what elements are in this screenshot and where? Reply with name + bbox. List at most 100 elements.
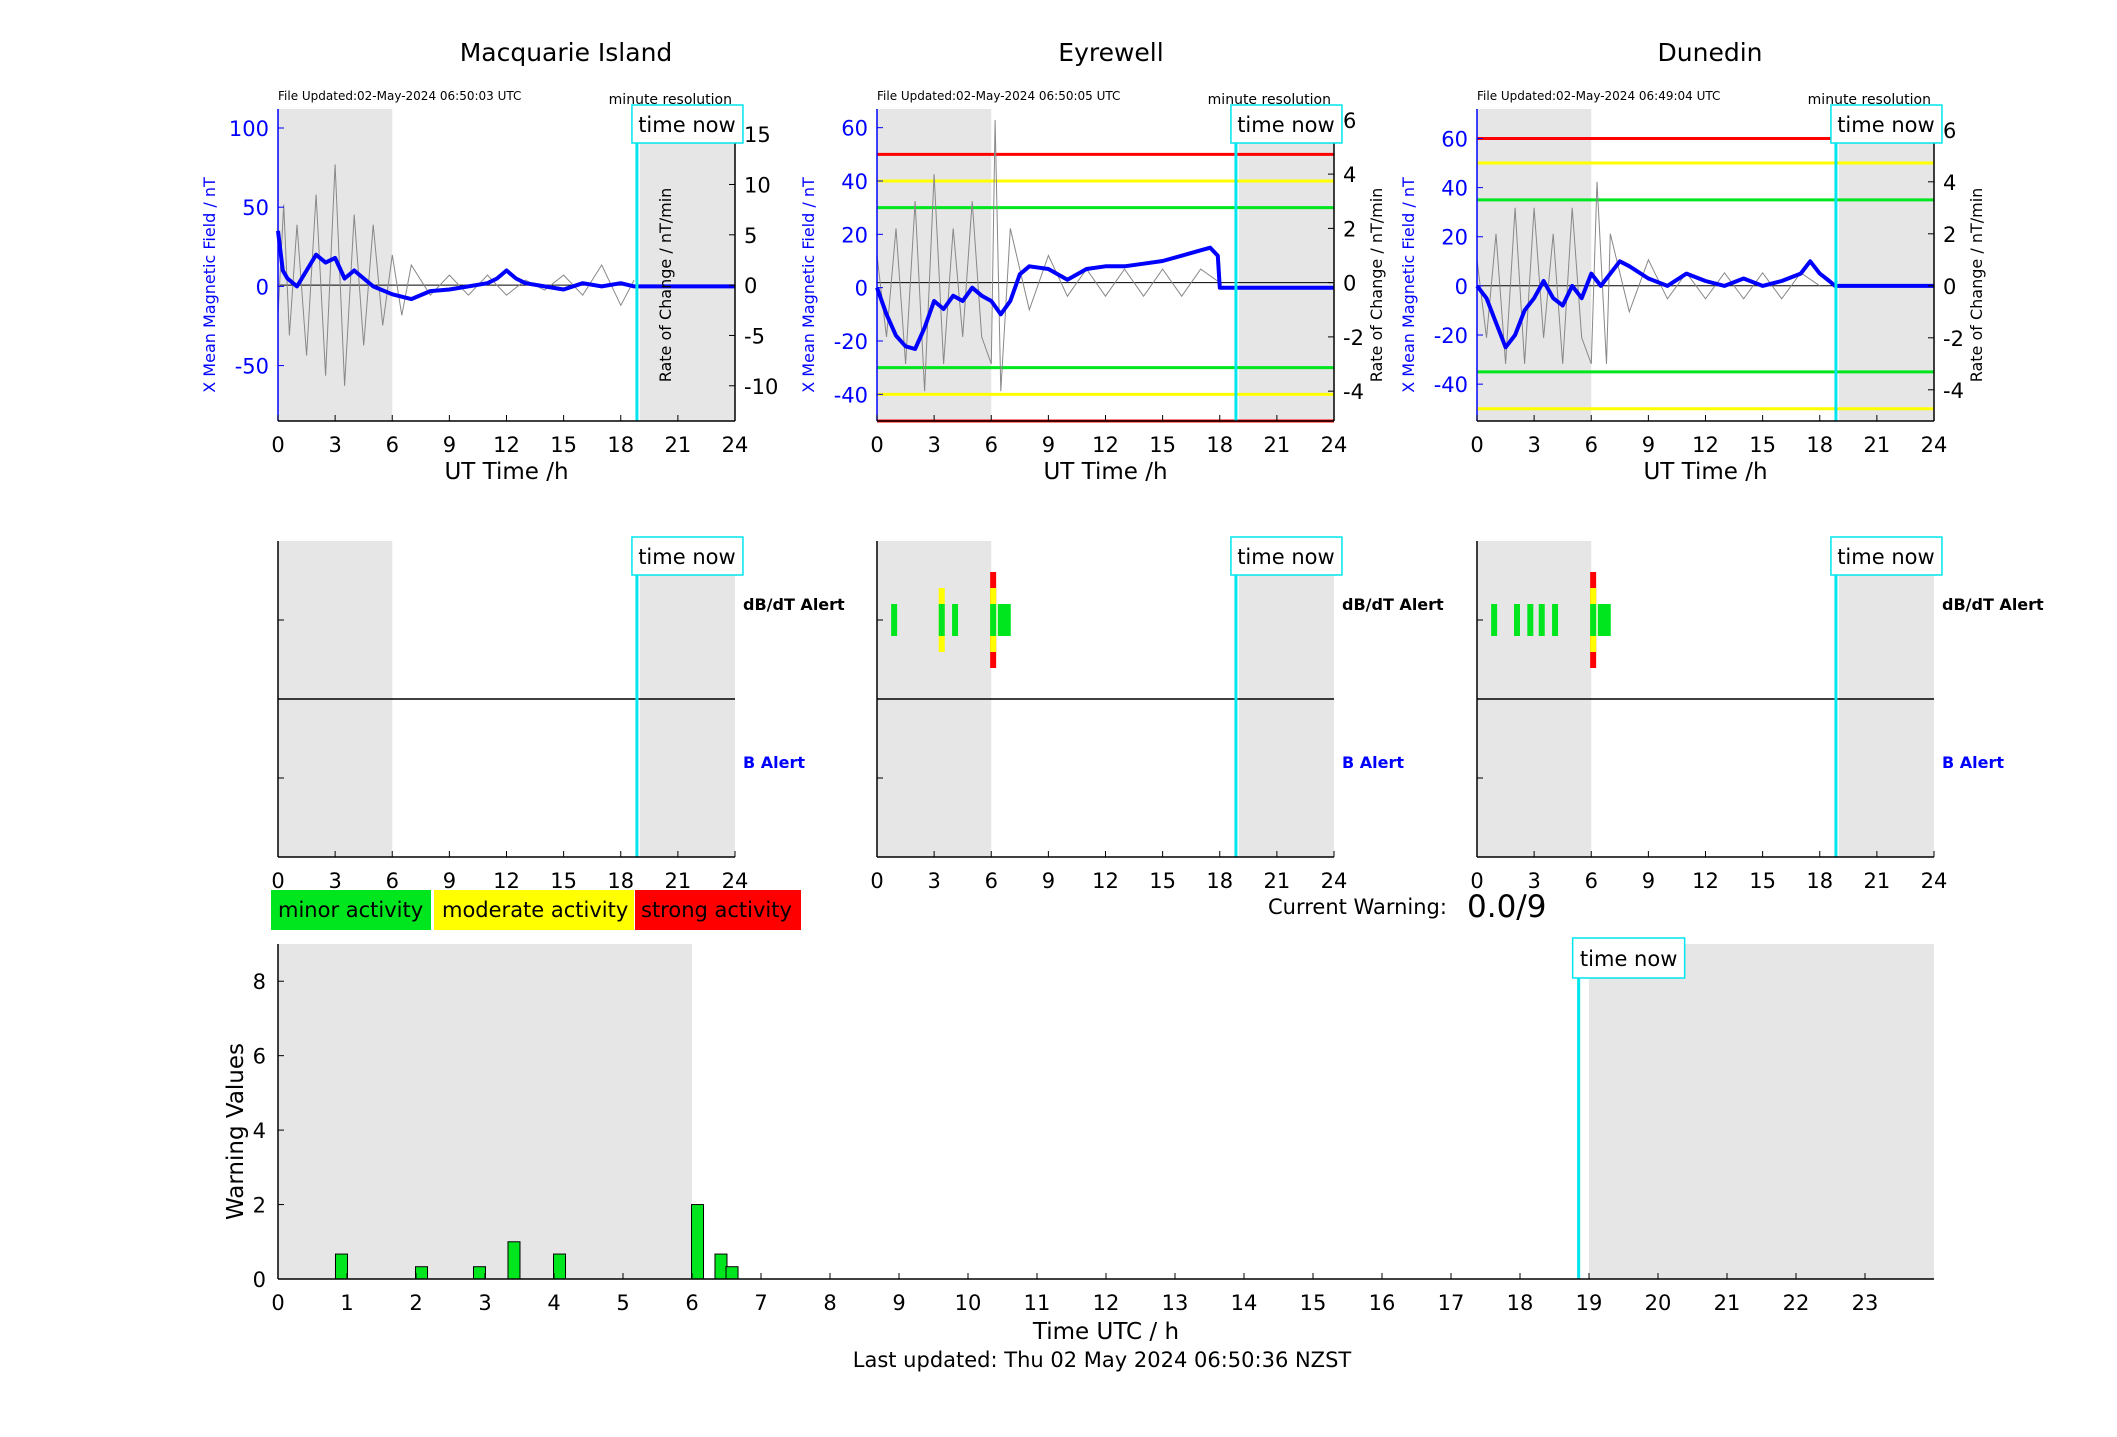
x-tick-label: 9 [1042,433,1055,457]
y-right-label: Rate of Change / nT/min [1967,188,1986,383]
file-updated: File Updated:02-May-2024 06:50:03 UTC [278,89,521,103]
alert-x-tick-label: 15 [1749,869,1776,893]
alert-time-now-box [1230,536,1343,576]
y-left-tick-label: 0 [1455,275,1468,299]
x-tick-label: 12 [1093,1291,1120,1315]
alert-x-tick-label: 6 [985,869,998,893]
x-tick-label: 11 [1024,1291,1051,1315]
alert-x-tick-label: 21 [1264,869,1291,893]
y-left-tick-label: 100 [229,117,269,141]
x-tick-label: 0 [271,433,284,457]
current-warning-label: Current Warning: [1268,895,1447,919]
y-right-tick-label: 10 [744,173,771,197]
x-tick-label: 12 [1692,433,1719,457]
night-shading [639,109,735,421]
x-tick-label: 18 [1206,433,1233,457]
x-tick-label: 18 [1806,433,1833,457]
dbdt-alert-minor [952,604,959,636]
x-tick-label: 7 [754,1291,767,1315]
x-tick-label: 10 [955,1291,982,1315]
legend-minor-label: minor activity [278,898,423,922]
y-right-tick-label: 0 [1343,272,1356,296]
x-tick-label: 3 [328,433,341,457]
alert-x-tick-label: 3 [328,869,341,893]
y-right-tick-label: 5 [744,224,757,248]
alert-x-tick-label: 24 [1321,869,1348,893]
rate-of-change-line [277,164,635,386]
y-left-tick-label: -40 [834,383,868,407]
x-tick-label: 19 [1576,1291,1603,1315]
alert-x-tick-label: 0 [1470,869,1483,893]
y-left-tick-label: 50 [242,196,269,220]
alert-plot: 0 3 6 9 12 15 18 21 24 dB/dT Alert B Alert time now [271,536,845,893]
alert-x-tick-label: 9 [1642,869,1655,893]
y-right-tick-label: -4 [1343,380,1364,404]
dbdt-alert-minor [1590,604,1597,636]
alert-plot: 0 3 6 9 12 15 18 21 24 dB/dT Alert B Alert time now [1470,536,2044,893]
alert-x-tick-label: 9 [443,869,456,893]
x-tick-label: 21 [1264,433,1291,457]
y-left-tick-label: 0 [256,275,269,299]
last-updated: Last updated: Thu 02 May 2024 06:50:36 N… [853,1348,1352,1372]
alert-x-tick-label: 24 [1921,869,1948,893]
y-axis-label: Warning Values [223,1043,249,1220]
y-tick-label: 8 [253,970,266,994]
y-right-tick-label: 4 [1343,163,1356,187]
panel-title: Eyrewell [1058,38,1163,67]
y-right-tick-label: 0 [1943,275,1956,299]
resolution-label: minute resolution [1208,92,1331,108]
dbdt-alert-minor [1552,604,1559,636]
night-shading [1589,944,1934,1279]
legend-moderate-swatch [434,890,634,930]
y-left-tick-label: -20 [1434,324,1468,348]
y-left-tick-label: 0 [855,277,868,301]
alert-x-tick-label: 18 [607,869,634,893]
y-right-tick-label: 15 [744,123,771,147]
legend-moderate-label: moderate activity [442,898,628,922]
macquarie-panel: Macquarie Island File Updated:02-May-202… [200,38,845,893]
dbdt-alert-minor [997,604,1011,636]
alert-x-tick-label: 12 [1692,869,1719,893]
dunedin-panel: Dunedin File Updated:02-May-2024 06:49:0… [1399,38,2044,893]
file-updated: File Updated:02-May-2024 06:49:04 UTC [1477,89,1720,103]
dbdt-alert-minor [1491,604,1498,636]
dbdt-alert-minor [891,604,898,636]
y-right-tick-label: 4 [1943,171,1956,195]
y-left-tick-label: 20 [841,223,868,247]
time-now-box [1230,104,1343,144]
x-tick-label: 2 [409,1291,422,1315]
y-tick-label: 2 [253,1194,266,1218]
x-tick-label: 4 [547,1291,560,1315]
alert-x-tick-label: 18 [1206,869,1233,893]
alert-x-tick-label: 0 [271,869,284,893]
x-axis-label: Time UTC / h [1032,1319,1179,1345]
dbdt-alert-minor [1597,604,1611,636]
eyrewell-panel: Eyrewell File Updated:02-May-2024 06:50:… [799,38,1444,893]
warning-bar [415,1266,429,1280]
x-field-line [1475,259,1934,350]
x-tick-label: 12 [1092,433,1119,457]
time-now-label: time now [638,113,735,137]
warning-bar [553,1253,567,1280]
x-tick-label: 20 [1645,1291,1672,1315]
x-tick-label: 12 [493,433,520,457]
alert-x-tick-label: 0 [870,869,883,893]
time-now-box [1571,937,1686,979]
dbdt-alert-label: dB/dT Alert [743,595,845,614]
alert-x-tick-label: 12 [1092,869,1119,893]
x-tick-label: 15 [1300,1291,1327,1315]
time-now-box [1830,104,1943,144]
y-left-tick-label: 40 [841,170,868,194]
y-right-tick-label: -2 [1943,327,1964,351]
legend-minor-swatch [271,890,431,930]
x-tick-label: 0 [870,433,883,457]
warning-bar [472,1266,486,1280]
y-left-tick-label: 60 [1441,127,1468,151]
activity-legend: minor activity moderate activity strong … [271,890,801,930]
warning-bar [507,1241,521,1280]
rate-of-change-line [1476,181,1821,364]
b-alert-label: B Alert [743,753,805,772]
x-field-line [875,245,1334,351]
x-tick-label: 17 [1438,1291,1465,1315]
